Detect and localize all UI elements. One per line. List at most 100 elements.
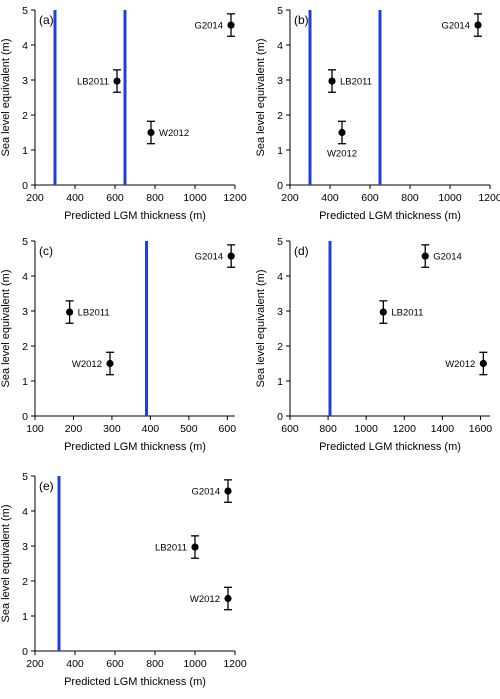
x-tick-label: 200 [26, 192, 44, 204]
data-point [227, 21, 235, 29]
data-point [227, 252, 235, 260]
y-tick-label: 1 [22, 611, 28, 623]
panel-a: 200 400 600 800 1000 1200 0 1 2 3 4 5 Predicted LGM … [0, 5, 247, 222]
x-tick-label: 1200 [223, 192, 247, 204]
y-tick-label: 2 [277, 110, 283, 122]
data-point-label: G2014 [195, 252, 224, 263]
x-tick-label: 1200 [223, 658, 247, 670]
data-point-label: W2012 [190, 594, 220, 605]
data-point [191, 543, 199, 551]
x-tick-label: 200 [281, 192, 299, 204]
x-tick-label: 800 [401, 192, 419, 204]
data-point-label: LB2011 [155, 543, 187, 554]
x-tick-label: 1000 [183, 658, 207, 670]
y-tick-label: 2 [22, 576, 28, 588]
data-point-label: G2014 [194, 21, 223, 32]
x-tick-label: 600 [106, 658, 124, 670]
x-tick-label: 1400 [431, 423, 455, 435]
x-tick-label: 1200 [393, 423, 417, 435]
x-tick-label: 800 [319, 423, 337, 435]
x-axis-label: Predicted LGM thickness (m) [319, 210, 461, 222]
data-point [474, 21, 482, 29]
x-tick-label: 400 [142, 423, 160, 435]
panel-e: 200 400 600 800 1000 1200 0 1 2 3 4 5 Predicted LGM … [0, 471, 247, 688]
y-tick-label: 0 [22, 411, 28, 423]
y-tick-label: 0 [277, 411, 283, 423]
data-point [479, 359, 487, 368]
y-tick-label: 3 [277, 306, 283, 318]
y-tick-label: 5 [22, 471, 28, 483]
x-tick-label: 200 [65, 423, 83, 435]
x-tick-label: 600 [281, 423, 299, 435]
x-tick-label: 1200 [478, 192, 500, 204]
data-point-label: G2014 [441, 21, 470, 32]
x-tick-label: 600 [219, 423, 237, 435]
data-point [113, 77, 121, 85]
x-tick-label: 800 [146, 658, 164, 670]
x-tick-label: 500 [180, 423, 198, 435]
y-tick-label: 4 [277, 271, 283, 283]
y-tick-label: 1 [22, 145, 28, 157]
x-tick-label: 300 [103, 423, 121, 435]
data-point [147, 128, 155, 137]
panel-c: 100 200 300 400 500 600 0 1 2 3 4 5 Predicted LGM th… [0, 236, 236, 453]
data-point-label: W2012 [445, 359, 475, 370]
y-tick-label: 0 [22, 180, 28, 192]
x-tick-label: 400 [66, 658, 84, 670]
y-tick-label: 1 [22, 376, 28, 388]
x-axis-label: Predicted LGM thickness (m) [64, 210, 206, 222]
data-point-label: LB2011 [78, 308, 110, 319]
data-point [66, 308, 74, 316]
x-axis-label: Predicted LGM thickness (m) [64, 676, 206, 688]
y-tick-label: 2 [277, 341, 283, 353]
x-tick-label: 200 [26, 658, 44, 670]
y-axis-label: Sea level equivalent (m) [255, 269, 267, 387]
x-tick-label: 400 [321, 192, 339, 204]
data-point-label: LB2011 [340, 77, 372, 88]
data-point-label: LB2011 [77, 77, 109, 88]
y-tick-label: 2 [22, 341, 28, 353]
x-tick-label: 600 [361, 192, 379, 204]
panel-label: (d) [294, 244, 309, 258]
x-tick-label: 800 [146, 192, 164, 204]
data-point [106, 359, 114, 368]
data-point-label: G2014 [433, 252, 462, 263]
data-point [328, 77, 336, 85]
y-tick-label: 3 [22, 306, 28, 318]
y-tick-label: 5 [277, 5, 283, 17]
x-tick-label: 1000 [438, 192, 462, 204]
y-tick-label: 5 [22, 5, 28, 17]
y-tick-label: 4 [22, 506, 28, 518]
y-tick-label: 0 [277, 180, 283, 192]
y-tick-label: 4 [277, 40, 283, 52]
y-tick-label: 1 [277, 145, 283, 157]
x-tick-label: 400 [66, 192, 84, 204]
data-point-label: LB2011 [391, 308, 423, 319]
y-tick-label: 4 [22, 271, 28, 283]
y-axis-label: Sea level equivalent (m) [0, 504, 12, 622]
y-tick-label: 3 [22, 75, 28, 87]
x-tick-label: 1000 [183, 192, 207, 204]
data-point-label: W2012 [327, 149, 357, 160]
panel-label: (a) [39, 13, 54, 27]
data-point [421, 252, 429, 260]
x-axis-label: Predicted LGM thickness (m) [64, 441, 206, 453]
panel-label: (e) [39, 479, 54, 493]
x-tick-label: 1000 [355, 423, 379, 435]
y-tick-label: 2 [22, 110, 28, 122]
data-point [338, 128, 346, 137]
x-tick-label: 600 [106, 192, 124, 204]
y-tick-label: 3 [22, 541, 28, 553]
panel-label: (c) [39, 244, 53, 258]
panel-b: 200 400 600 800 1000 1200 0 1 2 3 4 5 Predicted LGM … [255, 5, 500, 222]
y-tick-label: 5 [277, 236, 283, 248]
y-axis-label: Sea level equivalent (m) [0, 38, 12, 156]
data-point-label: G2014 [191, 487, 220, 498]
panel-d: 600 800 1000 1200 1400 1600 0 1 2 3 4 5 Predicted LG… [255, 236, 492, 453]
y-tick-label: 0 [22, 646, 28, 658]
y-axis-label: Sea level equivalent (m) [0, 269, 12, 387]
x-tick-label: 1600 [469, 423, 493, 435]
y-tick-label: 1 [277, 376, 283, 388]
panel-label: (b) [294, 13, 309, 27]
